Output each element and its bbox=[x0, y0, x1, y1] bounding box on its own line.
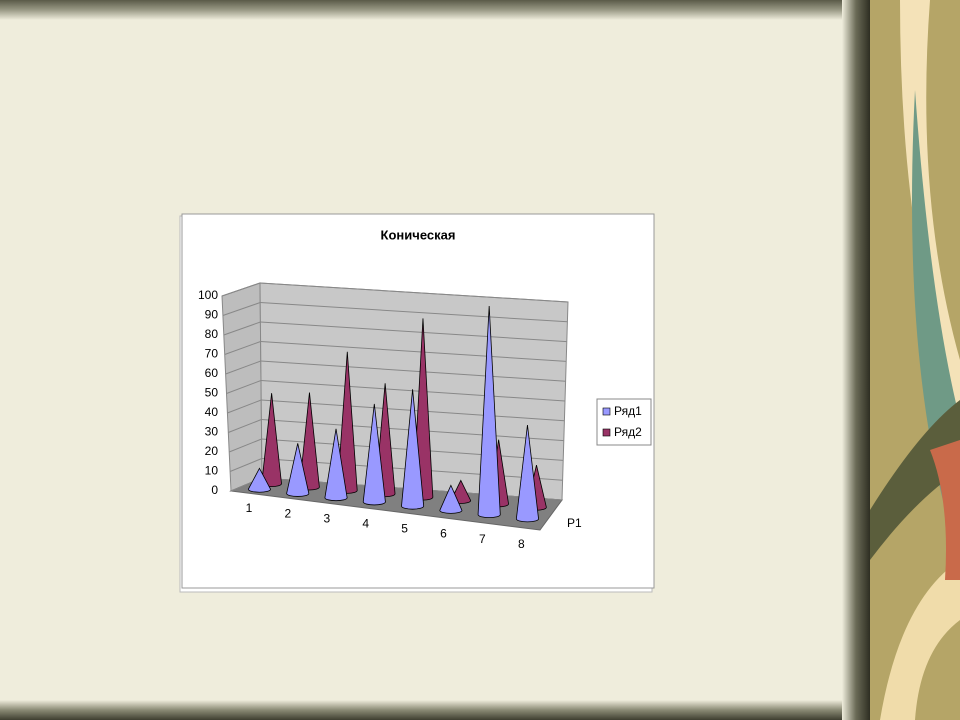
x-tick-label: 3 bbox=[323, 511, 330, 525]
cone bbox=[515, 424, 539, 523]
y-tick-label: 30 bbox=[205, 425, 219, 439]
top-border bbox=[0, 0, 960, 20]
y-tick-label: 40 bbox=[205, 405, 219, 419]
grid-line bbox=[226, 380, 262, 394]
y-tick-label: 100 bbox=[198, 288, 218, 302]
x-tick-label: 6 bbox=[440, 527, 447, 541]
legend-label: Ряд1 bbox=[614, 404, 642, 418]
side-border bbox=[842, 0, 870, 720]
grid-line bbox=[225, 360, 261, 375]
grid-line bbox=[224, 341, 261, 355]
cone bbox=[362, 403, 386, 506]
y-tick-label: 20 bbox=[205, 444, 219, 458]
grid-line bbox=[229, 438, 262, 453]
legend-swatch bbox=[602, 428, 611, 437]
grid-line bbox=[259, 282, 569, 303]
y-tick-label: 0 bbox=[211, 483, 218, 497]
grid-line bbox=[229, 458, 262, 472]
y-tick-label: 80 bbox=[205, 327, 219, 341]
cone bbox=[324, 428, 348, 502]
x-tick-label: 2 bbox=[285, 506, 292, 520]
grid-line bbox=[260, 302, 568, 323]
x-tick-label: 5 bbox=[401, 522, 408, 536]
grid-line bbox=[260, 341, 567, 362]
cone bbox=[247, 467, 271, 493]
legend bbox=[596, 398, 652, 446]
y-tick-label: 10 bbox=[205, 464, 219, 478]
y-tick-label: 70 bbox=[205, 347, 219, 361]
grid-line bbox=[227, 399, 262, 414]
chart-title: Коническая bbox=[381, 227, 456, 242]
legend-swatch bbox=[602, 407, 611, 416]
y-tick-label: 60 bbox=[205, 366, 219, 380]
y-tick-label: 50 bbox=[205, 386, 219, 400]
grid-line bbox=[260, 360, 566, 382]
grid-line bbox=[260, 321, 567, 343]
x-tick-label: 8 bbox=[518, 537, 525, 551]
legend-label: Ряд2 bbox=[614, 425, 642, 439]
x-tick-label: 7 bbox=[479, 532, 486, 546]
cone bbox=[439, 484, 463, 514]
cone bbox=[477, 305, 501, 519]
x-tick-label: 4 bbox=[362, 516, 369, 530]
x-tick-label: 1 bbox=[246, 501, 253, 515]
depth-label: Р1 bbox=[567, 516, 582, 530]
grid-line bbox=[221, 282, 261, 297]
decorative-strip bbox=[870, 0, 960, 720]
cone bbox=[401, 389, 425, 510]
y-tick-label: 90 bbox=[205, 308, 219, 322]
cone bbox=[286, 443, 310, 497]
grid-line bbox=[228, 419, 262, 433]
grid-line bbox=[223, 321, 261, 336]
grid-line bbox=[222, 302, 261, 316]
bottom-border bbox=[0, 700, 960, 720]
